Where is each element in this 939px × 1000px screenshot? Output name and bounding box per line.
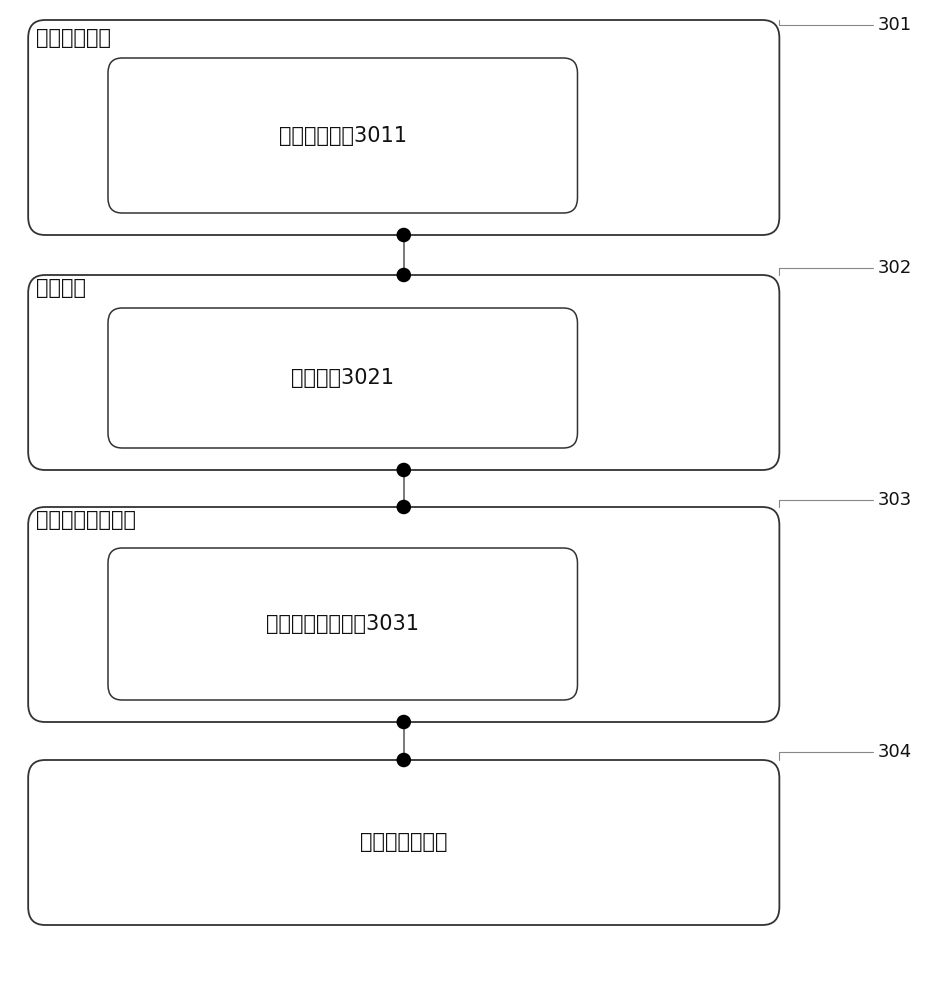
Text: 304: 304 <box>878 743 912 761</box>
Text: 安全距离计算单刱3031: 安全距离计算单刱3031 <box>267 614 419 634</box>
FancyBboxPatch shape <box>28 275 779 470</box>
Text: 301: 301 <box>878 16 912 34</box>
Text: 冲击试验模块: 冲击试验模块 <box>36 28 111 48</box>
FancyBboxPatch shape <box>108 548 577 700</box>
Text: 303: 303 <box>878 491 912 509</box>
Ellipse shape <box>397 268 410 282</box>
Text: 确定单刱3021: 确定单刱3021 <box>291 368 394 388</box>
FancyBboxPatch shape <box>28 507 779 722</box>
Ellipse shape <box>397 463 410 477</box>
FancyBboxPatch shape <box>28 20 779 235</box>
Text: 确定模块: 确定模块 <box>36 278 85 298</box>
Text: 冲击试验单刱3011: 冲击试验单刱3011 <box>279 125 407 145</box>
FancyBboxPatch shape <box>108 58 577 213</box>
Text: 安全距离计算模块: 安全距离计算模块 <box>36 510 135 530</box>
Ellipse shape <box>397 228 410 242</box>
FancyBboxPatch shape <box>108 308 577 448</box>
Text: 302: 302 <box>878 259 912 277</box>
Ellipse shape <box>397 753 410 767</box>
Ellipse shape <box>397 715 410 729</box>
Text: 危险率校验模块: 危险率校验模块 <box>360 832 448 852</box>
Ellipse shape <box>397 500 410 514</box>
FancyBboxPatch shape <box>28 760 779 925</box>
